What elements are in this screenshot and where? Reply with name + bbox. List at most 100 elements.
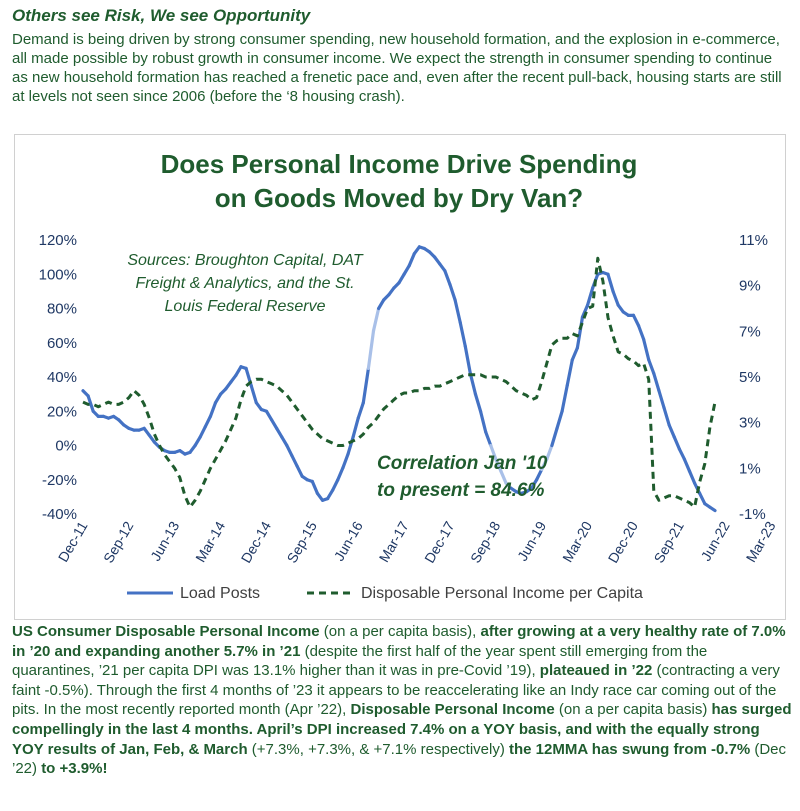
load-posts-segment: [540, 457, 549, 472]
load-posts-segment: [682, 457, 692, 473]
y-left-tick-label: 40%: [47, 369, 77, 386]
load-posts-segment: [647, 358, 656, 376]
x-tick-label: Mar-23: [743, 518, 779, 565]
load-posts-segment: [499, 469, 508, 485]
chart-legend: Load Posts Disposable Personal Income pe…: [127, 585, 643, 602]
x-tick-label: Sep-21: [650, 518, 687, 565]
body-text-segment: (contracting a very faint -0.5%). Throug…: [12, 662, 780, 719]
load-posts-segment: [642, 337, 651, 362]
load-posts-segment: [285, 443, 294, 458]
load-posts-segment: [361, 366, 371, 405]
load-posts-segment: [652, 371, 661, 393]
load-posts-segment: [672, 435, 681, 451]
load-posts-segment: [203, 414, 213, 429]
y-right-tick-label: 5%: [739, 369, 761, 386]
load-posts-segment: [463, 344, 472, 376]
load-posts-segment: [478, 409, 488, 434]
load-posts-segment: [448, 282, 457, 302]
intro-paragraph: Demand is being driven by strong consume…: [12, 31, 782, 105]
load-posts-segment: [677, 447, 687, 461]
load-posts-segment: [280, 435, 289, 448]
body-text-segment: after growing at a very healthy rate of …: [12, 623, 786, 660]
legend-label-dpi: Disposable Personal Income per Capita: [361, 585, 643, 602]
x-tick-label: Dec-17: [421, 518, 458, 565]
legend-label-load-posts: Load Posts: [180, 585, 260, 602]
load-posts-segment: [458, 320, 467, 348]
load-posts-segment: [708, 505, 717, 513]
load-posts-segment: [687, 469, 697, 485]
body-text-segment: has surged compellingly in the last 4 mo…: [12, 701, 792, 758]
load-posts-segment: [193, 435, 202, 448]
x-tick-label: Mar-17: [376, 518, 412, 565]
load-posts-segment: [473, 392, 483, 413]
load-posts-segment: [535, 467, 544, 482]
load-posts-segment: [356, 401, 365, 420]
x-tick-label: Jun-16: [331, 518, 366, 563]
series-layer: [81, 245, 717, 513]
load-posts-segment: [234, 365, 243, 377]
x-tick-label: Mar-14: [192, 518, 228, 565]
x-tick-label: Sep-12: [100, 518, 137, 565]
load-posts-segment: [213, 392, 223, 405]
y-left-tick-label: 80%: [47, 301, 77, 318]
load-posts-segment: [443, 269, 452, 287]
body-paragraph: US Consumer Disposable Personal Income (…: [12, 622, 792, 779]
load-posts-segment: [662, 406, 671, 427]
load-posts-segment: [468, 371, 478, 396]
x-tick-label: Dec-20: [605, 518, 642, 565]
income-vs-loadposts-chart: Does Personal Income Drive Spending on G…: [39, 149, 779, 602]
load-posts-segment: [310, 479, 320, 496]
y-left-tick-label: 60%: [47, 335, 77, 352]
y-axis-left: 120% 100% 80% 60% 40% 20% 0% -20% -40%: [39, 232, 77, 523]
load-posts-segment: [346, 435, 355, 456]
load-posts-segment: [489, 443, 498, 461]
correlation-note-line: Correlation Jan '10: [377, 453, 548, 474]
dpi-series-line: [82, 256, 717, 509]
y-right-tick-label: -1%: [739, 506, 766, 523]
y-left-tick-label: 120%: [39, 232, 77, 249]
sources-note-line: Louis Federal Reserve: [165, 298, 326, 315]
chart-title-line-2: on Goods Moved by Dry Van?: [215, 183, 583, 213]
load-posts-segment: [331, 478, 340, 492]
load-posts-segment: [585, 286, 595, 307]
y-right-tick-label: 11%: [739, 232, 768, 249]
load-posts-segment: [366, 329, 376, 371]
y-left-tick-label: -20%: [42, 472, 77, 489]
load-posts-segment: [606, 272, 615, 293]
body-text-segment: (Dec ’22): [12, 740, 787, 778]
load-posts-segment: [402, 264, 411, 276]
sources-note-line: Sources: Broughton Capital, DAT: [127, 252, 364, 269]
x-tick-label: Dec-11: [55, 518, 91, 564]
load-posts-segment: [269, 418, 279, 430]
y-left-tick-label: 100%: [39, 266, 77, 283]
x-tick-label: Sep-18: [467, 518, 504, 565]
load-posts-segment: [494, 457, 503, 473]
load-posts-segment: [377, 298, 386, 311]
load-posts-segment: [698, 491, 707, 506]
sources-note: Sources: Broughton Capital, DAT Freight &…: [127, 252, 364, 315]
load-posts-segment: [336, 466, 345, 482]
y-left-tick-label: 20%: [47, 403, 77, 420]
y-right-tick-label: 7%: [739, 323, 761, 340]
load-posts-segment: [560, 383, 569, 413]
load-posts-segment: [545, 443, 554, 461]
body-text-segment: Disposable Personal Income: [350, 701, 555, 719]
load-posts-segment: [611, 289, 620, 307]
load-posts-segment: [657, 389, 666, 410]
body-text-segment: (despite the first half of the year spen…: [12, 642, 708, 680]
load-posts-segment: [555, 409, 564, 430]
x-tick-label: Jun-22: [698, 518, 733, 563]
correlation-note-line: to present = 84.6%: [377, 480, 544, 501]
y-left-tick-label: -40%: [42, 506, 77, 523]
body-text-segment: the 12MMA has swung from -0.7%: [509, 740, 751, 758]
load-posts-segment: [667, 423, 676, 439]
y-left-tick-label: 0%: [55, 438, 77, 455]
load-posts-segment: [275, 426, 284, 439]
load-posts-segment: [208, 401, 218, 418]
body-text-segment: plateaued in ’22: [539, 662, 653, 680]
load-posts-segment: [326, 488, 335, 501]
load-posts-segment: [264, 409, 274, 422]
load-posts-segment: [565, 358, 574, 388]
load-posts-segment: [575, 315, 585, 350]
y-right-tick-label: 9%: [739, 278, 761, 295]
